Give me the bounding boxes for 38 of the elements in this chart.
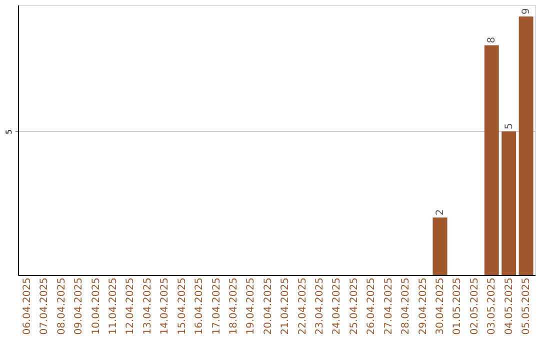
- bar: [518, 16, 534, 275]
- x-tick-label: 22.04.2025: [297, 278, 308, 335]
- x-tick-label: 14.04.2025: [160, 278, 171, 335]
- x-tick-label: 08.04.2025: [56, 278, 68, 335]
- x-tick-label: 09.04.2025: [74, 278, 85, 335]
- x-tick-label: 24.04.2025: [332, 278, 343, 335]
- x-tick-label: 01.05.2025: [452, 278, 464, 335]
- x-tick-label: 19.04.2025: [246, 278, 257, 335]
- x-tick-label: 23.04.2025: [314, 278, 326, 335]
- x-tick-label: 02.05.2025: [469, 278, 480, 335]
- x-tick-label: 26.04.2025: [366, 278, 378, 335]
- x-tick-label: 12.04.2025: [125, 278, 136, 335]
- bar: [484, 45, 499, 275]
- x-tick-label: 28.04.2025: [400, 278, 412, 335]
- x-tick-label: 04.05.2025: [504, 278, 515, 335]
- x-tick-label: 10.04.2025: [90, 278, 102, 335]
- x-tick-label: 20.04.2025: [262, 278, 274, 335]
- x-tick-label: 17.04.2025: [211, 278, 222, 335]
- x-tick-label: 13.04.2025: [142, 278, 154, 335]
- bar: [432, 218, 448, 275]
- x-tick-label: 18.04.2025: [228, 278, 240, 335]
- data-label: 9: [521, 8, 532, 14]
- x-tick-label: 25.04.2025: [348, 278, 360, 335]
- x-tick-label: 21.04.2025: [280, 278, 292, 335]
- data-label: 2: [435, 209, 446, 216]
- x-tick-label: 03.05.2025: [486, 278, 498, 335]
- x-tick-label: 15.04.2025: [176, 278, 188, 335]
- x-tick-label: 11.04.2025: [108, 278, 119, 335]
- x-tick-label: 06.04.2025: [22, 278, 33, 335]
- bar: [502, 131, 516, 275]
- x-tick-label: 29.04.2025: [418, 278, 429, 335]
- data-label: 8: [486, 36, 498, 44]
- x-tick-label: 07.04.2025: [39, 278, 50, 335]
- x-tick-label: 27.04.2025: [383, 278, 394, 335]
- x-tick-label: 05.05.2025: [521, 278, 532, 335]
- data-label: 5: [504, 123, 515, 130]
- x-tick-label: 30.04.2025: [435, 278, 446, 335]
- x-tick-label: 16.04.2025: [194, 278, 206, 335]
